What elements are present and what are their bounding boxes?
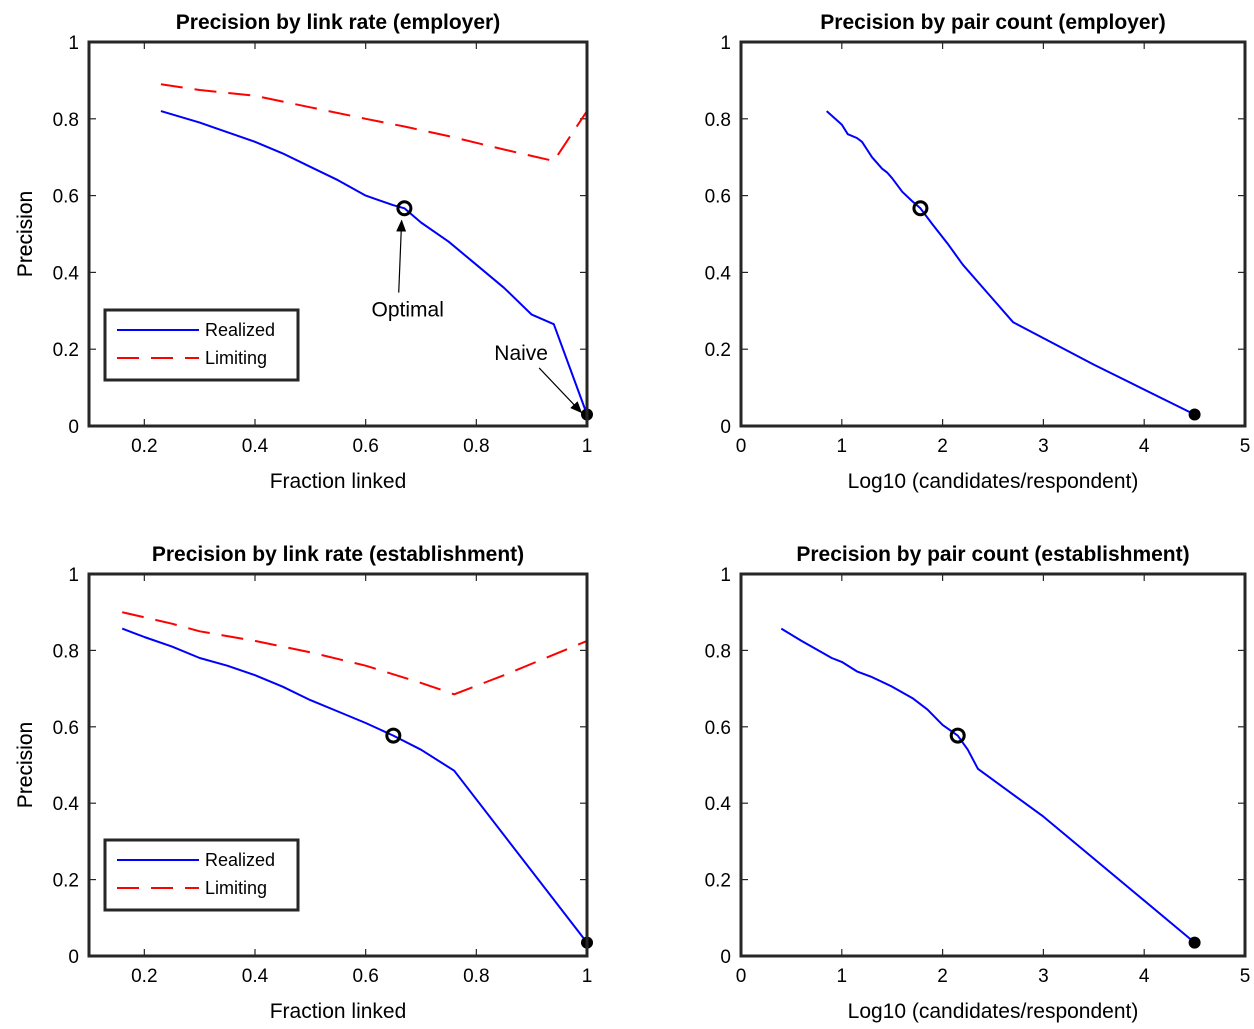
- chart-title: Precision by link rate (establishment): [152, 543, 524, 566]
- optimal-marker: [385, 727, 402, 744]
- x-tick-label: 0.6: [352, 436, 378, 457]
- x-tick-label: 4: [1139, 436, 1150, 457]
- x-tick-label: 1: [837, 966, 848, 987]
- y-tick-label: 0: [720, 417, 731, 438]
- x-axis-label: Log10 (candidates/respondent): [848, 470, 1139, 493]
- legend-label: Limiting: [205, 348, 267, 368]
- y-axis-label: Precision: [14, 722, 37, 808]
- annotation-arrow: [396, 219, 407, 293]
- y-tick-label: 1: [720, 565, 731, 586]
- x-tick-label: 1: [582, 436, 593, 457]
- subplot-2: Precision by pair count (employer) 0 1 2 3 4 5…: [14, 11, 1250, 493]
- y-tick-label: 0.8: [53, 641, 79, 662]
- x-tick-label: 3: [1038, 966, 1049, 987]
- y-tick-label: 0.6: [53, 718, 79, 739]
- x-tick-label: 0: [736, 966, 747, 987]
- y-tick-label: 0.4: [705, 263, 732, 284]
- annotation-optimal: Optimal: [372, 299, 444, 322]
- subplot-1: Precision by link rate (employer) 0.2 0.4 0…: [14, 11, 593, 493]
- x-tick-label: 1: [582, 966, 593, 987]
- annotation-naive: Naive: [494, 342, 548, 365]
- y-tick-label: 0: [68, 417, 79, 438]
- x-tick-label: 2: [937, 436, 948, 457]
- x-tick-label: 0.8: [463, 966, 489, 987]
- legend: Realized Limiting: [103, 838, 300, 912]
- series-line-limiting: [160, 83, 588, 162]
- y-tick-label: 0: [720, 947, 731, 968]
- y-tick-label: 1: [68, 33, 79, 54]
- y-tick-label: 0.8: [705, 110, 731, 131]
- chart-title: Precision by pair count (employer): [820, 11, 1165, 34]
- y-tick-label: 0.4: [53, 263, 80, 284]
- legend-box: [103, 838, 300, 912]
- x-tick-label: 0.2: [131, 436, 157, 457]
- x-tick-label: 0: [736, 436, 747, 457]
- naive-marker: [1188, 408, 1201, 421]
- y-tick-label: 0.4: [705, 794, 732, 815]
- subplot-3: Precision by link rate (establishment) 0.…: [14, 543, 593, 1023]
- y-tick-label: 0.4: [53, 794, 80, 815]
- y-tick-label: 0.2: [53, 871, 79, 892]
- legend-label: Realized: [205, 320, 275, 340]
- axes-frame: [739, 572, 1247, 958]
- axes-frame: [87, 40, 589, 428]
- y-axis-label: Precision: [14, 722, 37, 808]
- legend-label: Limiting: [205, 878, 267, 898]
- x-tick-label: 1: [837, 436, 848, 457]
- series-line-realized: [121, 627, 588, 944]
- y-tick-label: 0: [68, 947, 79, 968]
- series-line-precision: [826, 110, 1196, 416]
- x-tick-label: 0.8: [463, 436, 489, 457]
- optimal-marker: [396, 200, 413, 217]
- x-tick-label: 5: [1240, 966, 1251, 987]
- axes-frame: [87, 572, 589, 958]
- y-tick-label: 0.6: [705, 187, 731, 208]
- y-axis-label: Precision: [14, 191, 37, 277]
- x-tick-label: 0.2: [131, 966, 157, 987]
- y-tick-label: 0.8: [53, 110, 79, 131]
- series-line-limiting: [121, 611, 588, 696]
- annotation-arrow: [538, 367, 583, 414]
- y-tick-label: 0.2: [705, 340, 731, 361]
- x-tick-label: 3: [1038, 436, 1049, 457]
- optimal-marker: [949, 727, 966, 744]
- x-tick-label: 5: [1240, 436, 1251, 457]
- subplot-4: Precision by pair count (establishment) 0…: [14, 543, 1250, 1023]
- y-tick-label: 0.8: [705, 641, 731, 662]
- chart-title: Precision by pair count (establishment): [796, 543, 1189, 566]
- naive-marker: [1188, 936, 1201, 949]
- x-tick-label: 0.4: [242, 436, 269, 457]
- legend: Realized Limiting: [103, 308, 300, 382]
- optimal-marker: [912, 200, 929, 217]
- x-tick-label: 0.4: [242, 966, 269, 987]
- y-tick-label: 0.2: [53, 340, 79, 361]
- axes-frame: [739, 40, 1247, 428]
- y-axis-label: Precision: [14, 191, 37, 277]
- x-axis-label: Log10 (candidates/respondent): [848, 1000, 1139, 1023]
- y-tick-label: 1: [68, 565, 79, 586]
- y-tick-label: 0.6: [53, 187, 79, 208]
- x-axis-label: Fraction linked: [270, 1000, 407, 1023]
- series-line-precision: [780, 627, 1196, 944]
- x-tick-label: 0.6: [352, 966, 378, 987]
- legend-label: Realized: [205, 850, 275, 870]
- x-tick-label: 4: [1139, 966, 1150, 987]
- series-line-realized: [160, 110, 588, 415]
- x-tick-label: 2: [937, 966, 948, 987]
- chart-title: Precision by link rate (employer): [176, 11, 500, 34]
- legend-box: [103, 308, 300, 382]
- y-tick-label: 0.2: [705, 871, 731, 892]
- y-tick-label: 1: [720, 33, 731, 54]
- x-axis-label: Fraction linked: [270, 470, 407, 493]
- y-tick-label: 0.6: [705, 718, 731, 739]
